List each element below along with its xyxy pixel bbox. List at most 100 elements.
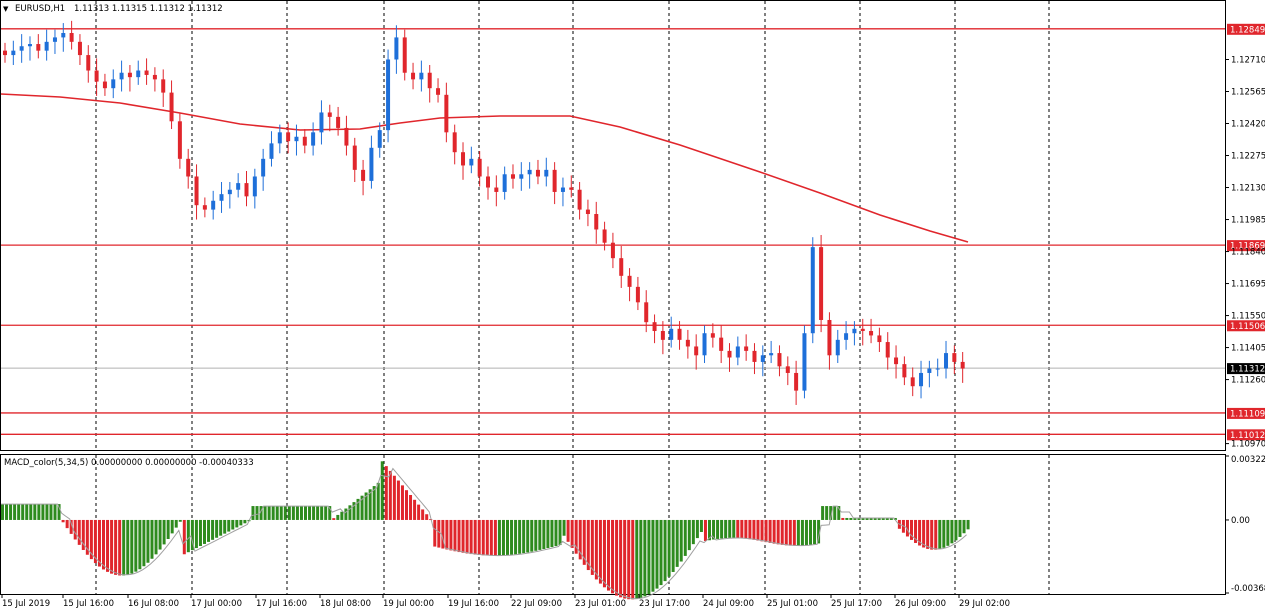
histogram-bar bbox=[809, 519, 812, 545]
price-label: 1.11840 bbox=[1231, 248, 1265, 258]
candle bbox=[835, 329, 840, 364]
histogram-bar bbox=[449, 519, 453, 551]
histogram-bar bbox=[255, 506, 259, 520]
histogram-bar bbox=[251, 506, 255, 520]
candle-body bbox=[427, 72, 432, 89]
histogram-bar bbox=[708, 519, 711, 541]
candle bbox=[669, 316, 674, 348]
candle bbox=[369, 135, 374, 189]
candle bbox=[727, 343, 732, 372]
candle bbox=[477, 151, 482, 187]
candle-body bbox=[111, 79, 116, 89]
histogram-bar bbox=[506, 519, 509, 556]
candle-body bbox=[552, 169, 557, 192]
candle-body bbox=[352, 145, 357, 170]
candle-body bbox=[11, 50, 16, 56]
histogram-bar bbox=[473, 519, 477, 555]
candle-body bbox=[935, 368, 940, 370]
horizontal-levels[interactable]: 1.12849 1.11869 1.11506 1.11109 1.11012 1.113… bbox=[1, 23, 1265, 441]
histogram-bar bbox=[841, 517, 845, 520]
candle bbox=[544, 157, 549, 187]
candle bbox=[677, 321, 682, 350]
time-label: 24 Jul 09:00 bbox=[703, 599, 754, 609]
current-price-badge bbox=[1227, 363, 1265, 375]
candle bbox=[844, 321, 849, 350]
candle bbox=[869, 318, 874, 344]
moving-average-line bbox=[0, 93, 969, 243]
candle-body bbox=[577, 189, 582, 210]
histogram-bar bbox=[703, 519, 707, 542]
histogram-bar bbox=[865, 517, 869, 520]
histogram-bar bbox=[89, 519, 93, 560]
candle bbox=[502, 166, 507, 200]
histogram-bar bbox=[409, 494, 413, 520]
candle bbox=[710, 323, 715, 348]
candle bbox=[177, 113, 182, 169]
candle bbox=[927, 360, 932, 388]
histogram-bar bbox=[837, 506, 841, 520]
histogram-bar bbox=[768, 519, 772, 543]
candle bbox=[569, 175, 574, 198]
histogram-bar bbox=[45, 504, 49, 520]
candle bbox=[652, 314, 657, 344]
candle-body bbox=[919, 372, 924, 387]
candle bbox=[610, 232, 615, 269]
candle bbox=[602, 221, 607, 251]
histogram-bar bbox=[712, 519, 716, 540]
candle-body bbox=[227, 189, 232, 195]
time-label: 17 Jul 00:00 bbox=[191, 599, 242, 609]
histogram-bar bbox=[699, 519, 703, 532]
histogram-bar bbox=[732, 519, 736, 538]
histogram-bar bbox=[102, 519, 105, 570]
candle-body bbox=[377, 130, 382, 148]
histogram-bar bbox=[299, 506, 303, 520]
histogram-bar bbox=[566, 519, 570, 542]
histogram-bar bbox=[126, 519, 130, 575]
time-label: 25 Jul 17:00 bbox=[831, 599, 882, 609]
histogram-bar bbox=[558, 519, 562, 546]
histogram-bar bbox=[259, 506, 263, 520]
histogram-bar bbox=[594, 519, 598, 580]
histogram-bar bbox=[914, 519, 918, 543]
histogram-bar bbox=[138, 519, 142, 570]
candle-body bbox=[669, 328, 674, 340]
candle bbox=[719, 325, 724, 364]
collapse-arrow-icon[interactable]: ▼ bbox=[3, 5, 9, 13]
histogram-bar bbox=[388, 470, 392, 520]
candle-body bbox=[319, 112, 324, 133]
histogram-bar bbox=[570, 519, 574, 548]
histogram-bar bbox=[243, 519, 247, 524]
histogram-bar bbox=[602, 519, 606, 588]
candle-body bbox=[594, 214, 599, 230]
candle-body bbox=[727, 350, 732, 358]
histogram-bar bbox=[400, 485, 404, 520]
candle bbox=[594, 201, 599, 244]
candle-body bbox=[52, 37, 57, 42]
candle bbox=[261, 148, 266, 191]
candle-body bbox=[927, 368, 932, 373]
histogram-bar bbox=[465, 519, 469, 554]
indicator-title: MACD_color(5,34,5) 0.00000000 0.00000000… bbox=[4, 458, 254, 468]
candle-body bbox=[835, 339, 840, 356]
histogram-bar bbox=[752, 519, 756, 540]
time-label: 26 Jul 09:00 bbox=[895, 599, 946, 609]
histogram-bar bbox=[146, 519, 150, 563]
histogram-bar bbox=[162, 519, 166, 545]
candle-body bbox=[519, 174, 524, 179]
candles bbox=[3, 20, 965, 405]
histogram-bar bbox=[922, 519, 926, 548]
candle-body bbox=[635, 286, 640, 303]
candle-body bbox=[444, 94, 449, 133]
candle-body bbox=[560, 187, 565, 192]
candle bbox=[77, 34, 82, 66]
candle-body bbox=[202, 205, 207, 210]
histogram-bar bbox=[1, 504, 4, 520]
candle-body bbox=[794, 372, 799, 391]
candle-body bbox=[819, 247, 824, 320]
histogram-bar bbox=[554, 519, 558, 547]
candle bbox=[61, 23, 66, 52]
candle bbox=[111, 69, 116, 99]
candle bbox=[635, 276, 640, 311]
level-price-badge bbox=[1227, 407, 1265, 419]
